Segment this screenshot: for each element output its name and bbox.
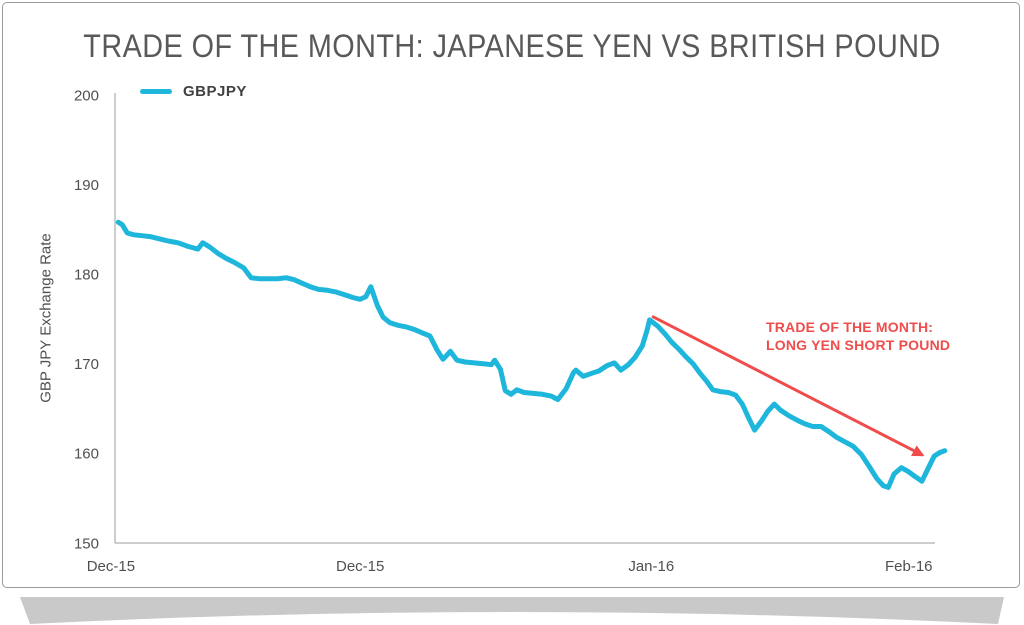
x-tick-label: Feb-16 [885, 558, 933, 575]
legend-line-swatch [140, 89, 172, 94]
gbpjpy-line [115, 219, 948, 490]
y-tick-label: 150 [74, 535, 99, 552]
legend: GBPJPY [140, 83, 247, 100]
y-tick-label: 180 [74, 266, 99, 283]
page-curl-shape [20, 597, 1004, 624]
annotation-line-1: TRADE OF THE MONTH: [766, 319, 934, 335]
x-tick-label: Jan-16 [628, 558, 674, 575]
y-tick-label: 190 [74, 177, 99, 194]
y-tick-label: 200 [74, 87, 99, 104]
trade-arrow [651, 314, 925, 457]
x-tick-label: Dec-15 [336, 558, 384, 575]
trade-annotation: TRADE OF THE MONTH: LONG YEN SHORT POUND [766, 318, 950, 354]
chart-title: TRADE OF THE MONTH: JAPANESE YEN VS BRIT… [83, 28, 941, 64]
legend-label: GBPJPY [183, 83, 247, 100]
x-tick-label: Dec-15 [87, 558, 135, 575]
annotation-line-2: LONG YEN SHORT POUND [766, 337, 951, 353]
y-tick-label: 160 [74, 446, 99, 463]
chart-card [2, 2, 1020, 588]
y-tick-label: 170 [74, 356, 99, 373]
